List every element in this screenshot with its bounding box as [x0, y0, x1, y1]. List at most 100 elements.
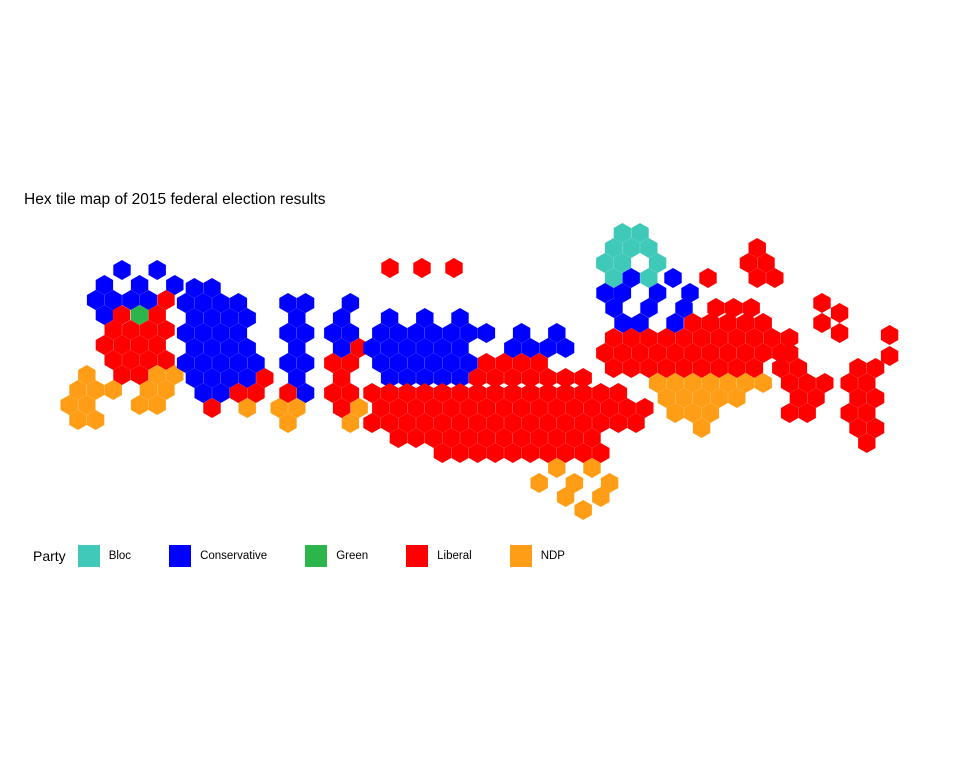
riding-hex-liberal [332, 368, 351, 388]
riding-hex-liberal [830, 323, 849, 343]
riding-hex-liberal [451, 443, 469, 463]
riding-hex-conservative [389, 323, 408, 343]
riding-hex-liberal [247, 383, 265, 403]
riding-hex-liberal [407, 428, 425, 448]
riding-hex-liberal [798, 403, 816, 423]
riding-hex-ndp [692, 388, 711, 408]
riding-hex-conservative [521, 338, 540, 358]
riding-hex-liberal [556, 413, 575, 433]
riding-hex-liberal [341, 353, 360, 373]
party-legend: Party Bloc Conservative Green Liberal NDP [33, 545, 603, 567]
riding-hex-liberal [739, 253, 758, 273]
legend-item-bloc: Bloc [77, 545, 132, 567]
legend-label: Liberal [437, 550, 472, 562]
riding-hex-liberal [830, 303, 849, 323]
riding-hex-conservative [194, 353, 212, 373]
riding-hex-liberal [766, 268, 784, 288]
riding-hex-conservative [212, 323, 230, 343]
riding-hex-liberal [880, 325, 899, 345]
riding-hex-conservative [372, 353, 390, 373]
riding-hex-ndp [130, 395, 149, 415]
riding-hex-liberal [710, 328, 728, 348]
riding-hex-liberal [389, 398, 408, 418]
riding-hex-ndp [60, 395, 78, 415]
riding-hex-conservative [229, 323, 248, 343]
riding-hex-liberal [548, 428, 566, 448]
riding-hex-liberal [798, 373, 816, 393]
riding-hex-conservative [212, 383, 230, 403]
riding-hex-ndp [675, 388, 693, 408]
riding-hex-liberal [486, 413, 504, 433]
riding-hex-liberal [130, 335, 149, 355]
riding-hex-liberal [742, 298, 760, 318]
riding-hex-conservative [380, 308, 399, 328]
riding-hex-conservative [185, 338, 204, 358]
riding-hex-liberal [754, 343, 772, 363]
riding-hex-liberal [736, 313, 755, 333]
riding-hex-liberal [745, 328, 764, 348]
riding-hex-conservative [451, 308, 469, 328]
riding-hex-liberal [631, 343, 649, 363]
riding-hex-liberal [122, 320, 140, 340]
riding-hex-conservative [229, 293, 248, 313]
riding-hex-liberal [728, 358, 746, 378]
legend-label: Bloc [108, 550, 132, 562]
riding-hex-liberal [858, 373, 876, 393]
riding-hex-liberal [556, 368, 575, 388]
riding-hex-liberal [858, 403, 876, 423]
riding-hex-liberal [539, 443, 557, 463]
legend-swatch-green [305, 545, 328, 567]
riding-hex-conservative [433, 338, 452, 358]
riding-hex-liberal [880, 346, 899, 366]
riding-hex-liberal [692, 328, 711, 348]
riding-hex-liberal [424, 398, 443, 418]
riding-hex-liberal [521, 443, 540, 463]
riding-hex-ndp [592, 487, 610, 507]
riding-hex-conservative [460, 353, 478, 373]
riding-hex-liberal [675, 358, 693, 378]
riding-hex-liberal [380, 383, 399, 403]
riding-hex-liberal [468, 443, 487, 463]
riding-hex-conservative [279, 353, 297, 373]
riding-hex-liberal [104, 320, 122, 340]
riding-hex-ndp [583, 458, 601, 478]
riding-hex-green [130, 305, 149, 325]
riding-hex-liberal [789, 358, 808, 378]
riding-hex-liberal [148, 305, 166, 325]
riding-hex-conservative [675, 298, 693, 318]
riding-hex-liberal [657, 358, 676, 378]
riding-hex-liberal [416, 383, 434, 403]
chart-title: Hex tile map of 2015 federal election re… [24, 191, 326, 208]
riding-hex-liberal [451, 413, 469, 433]
riding-hex-conservative [296, 383, 315, 403]
riding-hex-ndp [238, 398, 256, 418]
legend-item-ndp: NDP [509, 545, 565, 567]
riding-hex-conservative [185, 308, 204, 328]
riding-hex-liberal [849, 418, 867, 438]
riding-hex-ndp [86, 410, 105, 430]
riding-hex-bloc [648, 253, 667, 273]
riding-hex-liberal [596, 343, 614, 363]
riding-hex-liberal [548, 398, 566, 418]
riding-hex-conservative [380, 338, 399, 358]
riding-hex-conservative [203, 308, 221, 328]
riding-hex-conservative [596, 283, 614, 303]
riding-hex-ndp [139, 380, 158, 400]
riding-hex-liberal [324, 383, 342, 403]
riding-hex-liberal [592, 443, 610, 463]
riding-hex-ndp [648, 373, 667, 393]
riding-hex-liberal [849, 388, 867, 408]
riding-hex-conservative [451, 338, 469, 358]
riding-hex-liberal [565, 428, 584, 448]
riding-hex-liberal [701, 313, 720, 333]
riding-hex-liberal [600, 398, 619, 418]
riding-hex-liberal [780, 373, 799, 393]
riding-hex-conservative [296, 353, 315, 373]
riding-hex-conservative [389, 353, 408, 373]
riding-hex-liberal [780, 328, 799, 348]
riding-hex-liberal [486, 383, 504, 403]
riding-hex-ndp [684, 373, 702, 393]
riding-hex-liberal [381, 258, 399, 278]
riding-hex-liberal [657, 328, 676, 348]
riding-hex-conservative [442, 323, 460, 343]
